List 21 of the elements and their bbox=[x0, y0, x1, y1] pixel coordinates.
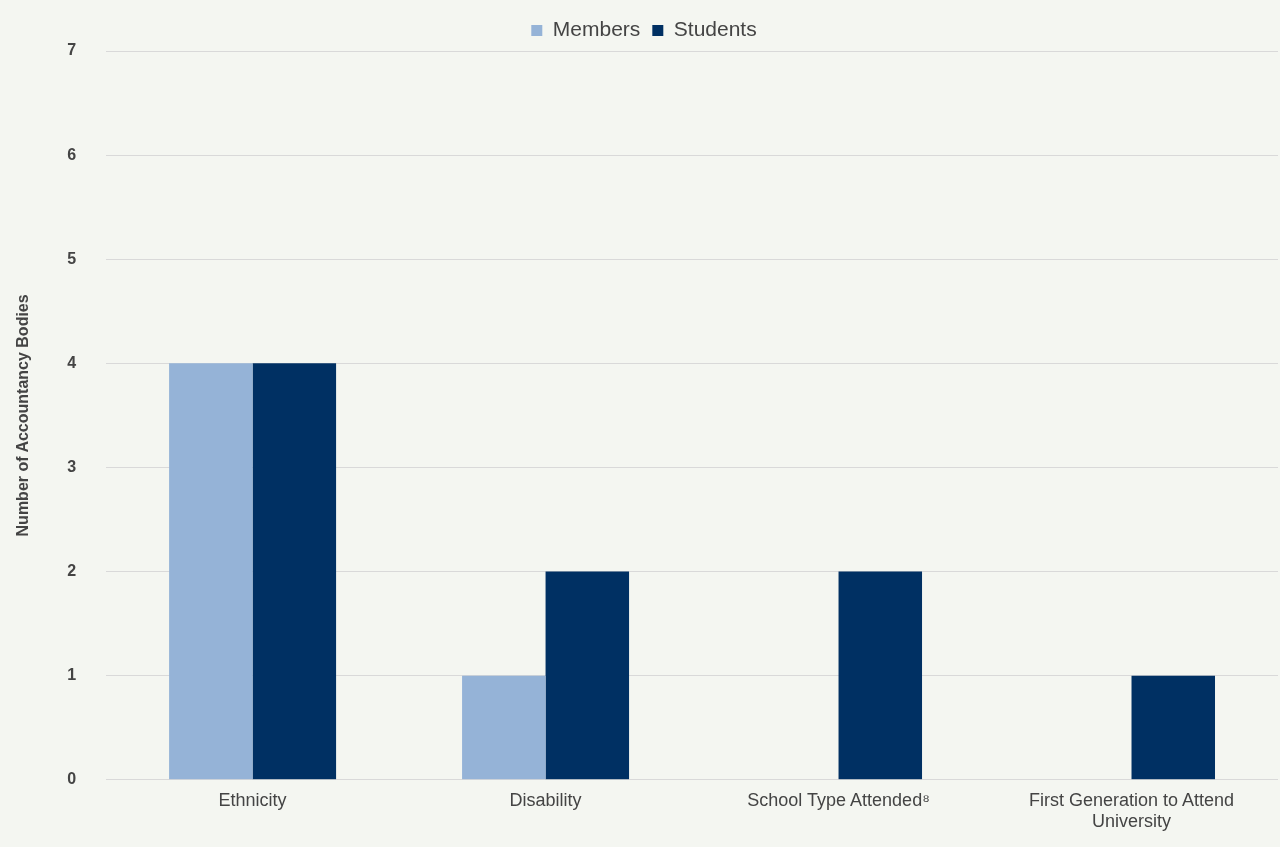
x-tick-label: School Type Attended⁸ bbox=[747, 789, 930, 810]
y-tick-label: 4 bbox=[67, 353, 77, 371]
x-tick-label: Ethnicity bbox=[218, 789, 287, 810]
x-tick-label: Disability bbox=[509, 789, 582, 810]
bar bbox=[462, 675, 546, 780]
x-tick-label: First Generation to Attend University bbox=[1028, 789, 1235, 832]
y-tick-label: 0 bbox=[67, 770, 77, 788]
legend-label: Students bbox=[673, 17, 757, 41]
y-tick-label: 5 bbox=[67, 249, 77, 267]
bar bbox=[169, 363, 253, 780]
bar bbox=[838, 571, 923, 780]
legend-label: Members bbox=[552, 17, 641, 41]
y-axis-title: Number of Accountancy Bodies bbox=[14, 294, 32, 537]
y-tick-label: 2 bbox=[67, 561, 77, 579]
bar bbox=[545, 571, 630, 780]
bar bbox=[1131, 675, 1216, 780]
y-tick-label: 3 bbox=[67, 457, 77, 475]
bar bbox=[252, 363, 337, 780]
y-tick-label: 1 bbox=[67, 666, 77, 684]
y-tick-label: 6 bbox=[67, 145, 77, 163]
y-tick-label: 7 bbox=[67, 41, 77, 59]
